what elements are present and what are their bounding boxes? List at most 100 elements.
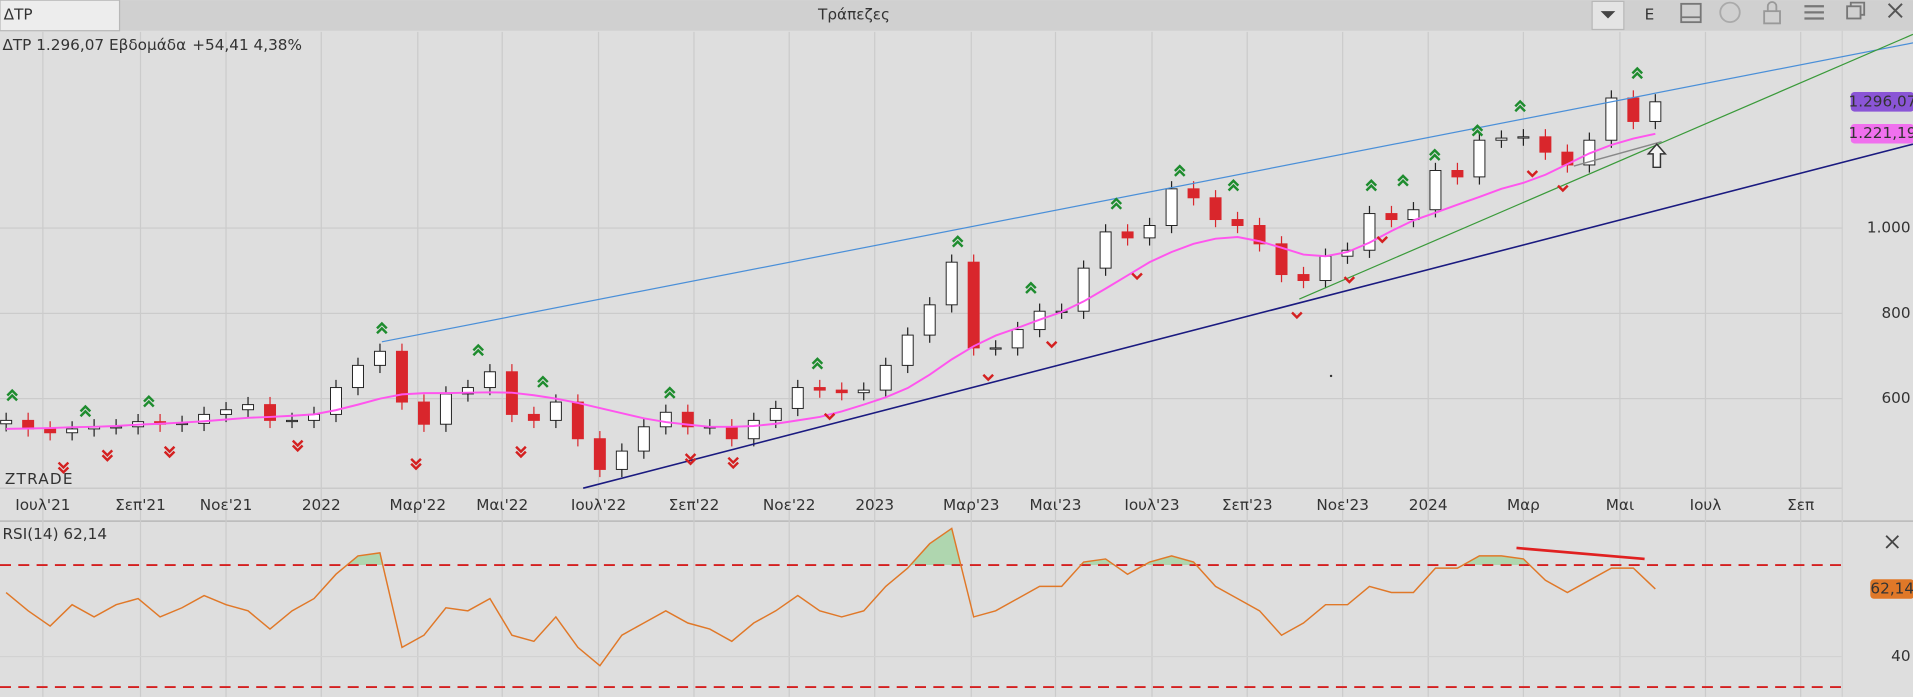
candle-body — [527, 413, 540, 421]
rsi-line — [5, 527, 1656, 667]
symbol-tab-label: ΔΤΡ — [4, 5, 33, 23]
x-tick-label: Σεπ — [1787, 496, 1814, 514]
down-fractal — [57, 461, 70, 475]
x-tick-label: 2024 — [1409, 496, 1448, 514]
up-fractal — [1514, 99, 1526, 113]
x-tick-label: Σεπ'21 — [115, 496, 166, 514]
candle-body — [813, 387, 826, 391]
candle-body — [286, 419, 298, 423]
candle-body — [66, 428, 79, 434]
candle-body — [967, 261, 980, 349]
candle-body — [1253, 225, 1266, 245]
down-fractal — [1045, 340, 1058, 349]
x-tick-label: Μαι — [1606, 496, 1634, 514]
candle-body — [242, 404, 255, 411]
period-button[interactable]: E — [1645, 5, 1655, 23]
candle-body — [1165, 188, 1178, 226]
candle-body — [1099, 231, 1112, 269]
x-tick-label: Ιουλ'22 — [571, 496, 626, 514]
rsi-tag — [1870, 579, 1913, 599]
up-fractal — [6, 388, 18, 402]
quote-icon[interactable] — [1719, 1, 1741, 24]
y-tick-label: 1.000 — [1867, 219, 1911, 237]
x-tick-label: Νοε'22 — [763, 496, 816, 514]
down-fractal — [291, 439, 304, 453]
menu-icon[interactable] — [1804, 5, 1824, 20]
rsi-close-button[interactable] — [1885, 535, 1900, 549]
down-fractal — [1376, 236, 1389, 244]
candle-body — [549, 401, 562, 421]
down-fractal — [1291, 311, 1303, 320]
candle-body — [1649, 101, 1662, 122]
down-fractal — [823, 412, 836, 421]
dropdown-arrow — [1600, 11, 1616, 19]
candle-body — [417, 401, 430, 425]
x-tick-label: Μαρ'23 — [943, 496, 1000, 514]
drawings — [6, 33, 1913, 561]
up-fractal — [472, 343, 484, 357]
x-tick-label: Μαρ — [1507, 496, 1540, 514]
down-fractal — [410, 458, 422, 471]
candle-body — [373, 350, 386, 366]
price-tag — [1850, 92, 1913, 112]
x-tick-label: Σεπ'23 — [1222, 496, 1273, 514]
candle-body — [1143, 225, 1156, 239]
x-tick-label: Μαρ'22 — [390, 496, 447, 514]
symbol-tab[interactable] — [0, 0, 121, 32]
x-tick-label: Ιουλ — [1690, 496, 1722, 514]
down-fractal — [1343, 276, 1356, 284]
layout-icon[interactable] — [1680, 2, 1702, 24]
up-fractal — [951, 235, 964, 248]
candle-body — [593, 438, 606, 470]
rsi-tick-label: 40 — [1891, 647, 1910, 665]
close-icon[interactable] — [1887, 3, 1903, 18]
candle-body — [461, 387, 474, 395]
candle-body — [1297, 274, 1310, 282]
up-fractal — [1631, 66, 1644, 80]
upper-trendline — [381, 42, 1913, 343]
candle-body — [1319, 255, 1332, 282]
lower-trendline — [582, 143, 1913, 489]
candle-body — [571, 401, 584, 440]
candle-body — [835, 389, 848, 394]
candle-body — [351, 364, 364, 389]
down-fractal — [163, 445, 176, 459]
x-tick-label: Νοε'23 — [1316, 496, 1369, 514]
candle-body — [483, 371, 496, 389]
restore-icon[interactable] — [1846, 5, 1862, 20]
up-fractal — [376, 321, 388, 335]
up-fractal — [1174, 164, 1186, 177]
candle-body — [879, 364, 892, 391]
up-fractal — [1471, 124, 1484, 137]
up-fractal — [79, 404, 92, 418]
up-fractal — [1025, 281, 1037, 294]
green-trendline — [1299, 33, 1913, 300]
candle-body — [901, 334, 914, 366]
lock-icon[interactable] — [1763, 10, 1781, 25]
down-fractal — [727, 456, 739, 470]
candle-body — [44, 428, 57, 434]
candle-body — [1275, 243, 1288, 276]
toolbar-title: Τράπεζες — [817, 5, 890, 23]
restore-icon-back — [1849, 1, 1866, 16]
arrow-marker — [1646, 143, 1667, 169]
rsi-title: RSI(14) 62,14 — [2, 525, 107, 543]
down-fractal — [515, 445, 527, 459]
up-fractals — [6, 66, 1644, 418]
candle-body — [1605, 97, 1618, 141]
up-fractal — [1365, 179, 1378, 192]
overbought-fill — [6, 528, 1656, 566]
up-fractal — [1397, 174, 1409, 187]
x-tick-label: Μαι'22 — [476, 496, 528, 514]
down-fractal — [1557, 184, 1569, 193]
watermark: ZTRADE — [5, 470, 74, 488]
candle-body — [395, 350, 408, 403]
x-tick-label: Σεπ'22 — [669, 496, 720, 514]
candle-body — [945, 261, 958, 306]
candle-body — [1451, 170, 1464, 178]
candle-body — [264, 404, 277, 421]
candle-body — [857, 389, 870, 394]
up-fractal — [1227, 179, 1240, 192]
